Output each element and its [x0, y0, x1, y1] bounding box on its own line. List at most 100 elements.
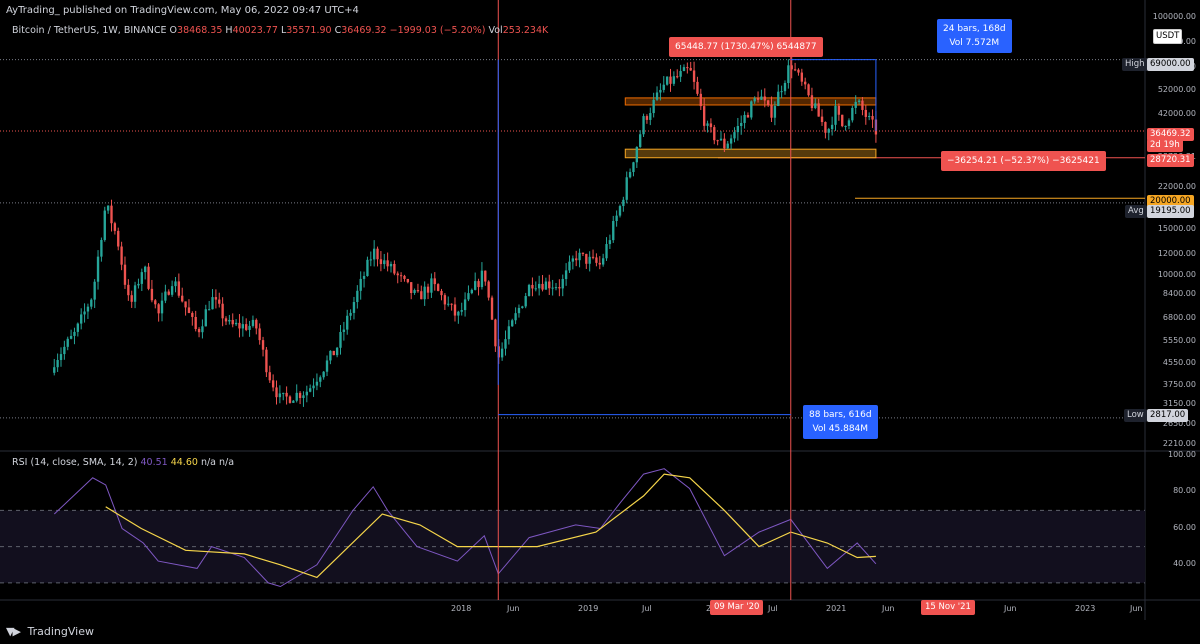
drop-measure-label[interactable]: −36254.21 (−52.37%) −3625421	[941, 151, 1106, 171]
candle-body	[669, 76, 672, 84]
candle-body	[810, 95, 814, 109]
candle-body	[793, 69, 797, 71]
published-caption: AyTrading_ published on TradingView.com,…	[6, 5, 359, 16]
candle-body	[558, 287, 561, 289]
candle-body	[339, 331, 342, 348]
candle-body	[248, 325, 251, 330]
price-axis-tick: 2210.00	[1162, 439, 1196, 448]
time-axis-tick: 2018	[451, 604, 472, 613]
candle-body	[487, 281, 490, 298]
price-axis-tick: 100000.00	[1152, 12, 1196, 21]
candle-body	[625, 177, 628, 200]
candle-body	[601, 258, 605, 265]
candle-body	[844, 125, 847, 127]
candle-body	[750, 101, 753, 118]
candle-body	[676, 76, 679, 78]
candle-body	[507, 326, 511, 340]
candle-body	[618, 206, 622, 216]
candle-body	[288, 396, 292, 403]
zone-support	[624, 148, 877, 159]
candle-body	[679, 71, 682, 77]
candle-body	[709, 123, 713, 128]
candle-body	[356, 290, 359, 303]
candle-body	[258, 328, 261, 341]
avg-tag-label: Avg	[1125, 205, 1147, 218]
candle-body	[261, 340, 265, 350]
candle-body	[268, 372, 271, 381]
candle-body	[766, 100, 770, 106]
time-axis-tick: 2019	[578, 604, 599, 613]
candle-body	[612, 220, 615, 241]
candle-body	[514, 313, 517, 321]
candle-body	[181, 295, 184, 302]
high-tag-label: High	[1122, 58, 1148, 71]
candle-body	[369, 259, 372, 261]
candle-body	[130, 295, 133, 302]
candle-body	[315, 381, 319, 386]
low-tag-label: Low	[1124, 409, 1147, 422]
candle-body	[349, 312, 352, 316]
candle-body	[588, 256, 591, 264]
candle-body	[645, 116, 649, 120]
price-axis-tick: 3150.00	[1162, 399, 1196, 409]
candle-body	[484, 270, 487, 282]
candle-body	[827, 129, 830, 133]
candle-body	[639, 134, 642, 147]
candle-body	[204, 309, 207, 327]
candle-body	[541, 283, 544, 290]
currency-badge[interactable]: USDT	[1153, 29, 1183, 44]
candle-body	[760, 96, 763, 100]
candle-body	[423, 286, 426, 300]
candle-body	[133, 285, 137, 302]
candle-body	[871, 116, 874, 120]
candle-body	[224, 318, 228, 322]
brand-footer[interactable]: ▼▶ TradingView	[6, 625, 94, 638]
bottom-measure-bars: 88 bars, 616d	[809, 410, 872, 420]
candle-body	[477, 281, 480, 288]
candle-body	[413, 290, 416, 294]
candle-body	[655, 92, 659, 100]
candle-body	[93, 281, 96, 300]
candle-body	[854, 101, 857, 108]
candle-body	[841, 114, 844, 127]
candle-body	[362, 275, 366, 279]
candle-body	[433, 278, 436, 285]
rsi-label[interactable]: RSI (14, close, SMA, 14, 2)	[12, 457, 138, 468]
candle-body	[386, 260, 389, 267]
candle-body	[295, 392, 298, 401]
candle-body	[298, 392, 302, 399]
candle-body	[66, 338, 69, 347]
candle-body	[309, 388, 312, 392]
candle-body	[652, 99, 655, 114]
candle-body	[830, 124, 834, 130]
rise-measure-label[interactable]: 65448.77 (1730.47%) 6544877	[669, 37, 823, 57]
candle-body	[80, 314, 83, 324]
price-axis-tick: 6800.00	[1162, 313, 1196, 323]
candle-body	[531, 284, 534, 289]
candle-body	[271, 380, 275, 388]
bottom-measure-box[interactable]: 88 bars, 616d Vol 45.884M	[803, 405, 878, 439]
candle-body	[218, 299, 221, 304]
time-tag-end: 15 Nov '21	[921, 600, 975, 615]
candle-body	[335, 347, 339, 356]
symbol-legend: Bitcoin / TetherUS, 1W, BINANCE O38468.3…	[12, 25, 548, 36]
candle-body	[753, 98, 756, 102]
top-measure-box[interactable]: 24 bars, 168d Vol 7.572M	[937, 19, 1012, 53]
candle-body	[696, 81, 699, 94]
symbol-name[interactable]: Bitcoin / TetherUS, 1W, BINANCE	[12, 25, 167, 36]
candle-body	[723, 138, 726, 149]
candle-body	[706, 123, 709, 126]
candle-body	[359, 278, 362, 291]
candle-body	[275, 387, 278, 398]
candle-body	[120, 246, 123, 265]
candle-body	[500, 348, 504, 358]
candle-body	[302, 395, 305, 399]
candle-body	[143, 266, 147, 273]
brand-name: TradingView	[27, 625, 94, 638]
candle-body	[814, 103, 817, 109]
candle-body	[110, 205, 113, 224]
candle-body	[154, 300, 157, 305]
candle-body	[278, 393, 282, 398]
candle-body	[231, 319, 234, 325]
